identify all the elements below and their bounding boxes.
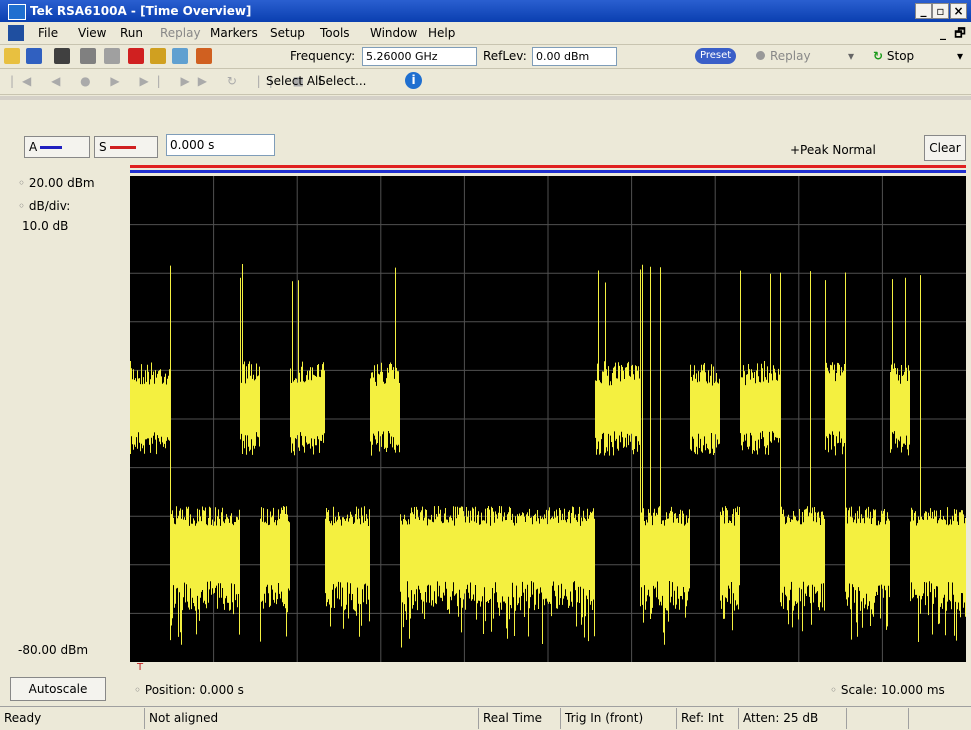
select-all-button[interactable]: Select All (266, 74, 322, 88)
bottom-level: -80.00 dBm (18, 643, 89, 657)
menu-item[interactable]: File (38, 26, 59, 40)
menu-bar: _ 🗗 ✕ File View Run Replay Markers Setup Tools… (0, 22, 971, 45)
status-atten: Atten: 25 dB (738, 708, 843, 729)
mdi-controls[interactable]: _ 🗗 ✕ (940, 26, 971, 40)
toolbar-icon[interactable] (4, 48, 20, 64)
window-title: Tek RSA6100A - [Time Overview] (30, 4, 252, 18)
db-div-text: dB/div: (28, 199, 71, 213)
plot-area (130, 176, 966, 662)
info-icon[interactable]: i (405, 72, 422, 89)
ref-level: ◦ 20.00 dBm (18, 176, 95, 190)
status-bar (0, 706, 971, 730)
stop-text: Stop (886, 49, 915, 63)
frequency-field[interactable]: 5.26000 GHz (362, 47, 477, 66)
toolbar-icon[interactable] (128, 48, 144, 64)
position-label[interactable]: ◦ Position: 0.000 s (134, 683, 244, 697)
menu-item[interactable]: Markers (210, 26, 258, 40)
preset-button[interactable]: Preset (695, 48, 737, 64)
app-icon (8, 3, 26, 20)
red-bar (130, 165, 966, 168)
trigger-marker: T (137, 662, 144, 673)
db-div-label: ◦ dB/div: (18, 199, 71, 213)
trace-display (130, 176, 966, 662)
stop-button[interactable]: ↻ Stop (873, 49, 915, 63)
toolbar-overflow[interactable]: ▾ (957, 49, 964, 63)
detection-label: +Peak Normal (790, 143, 876, 157)
status-ref: Ref: Int (676, 708, 724, 729)
status-mode: Real Time (478, 708, 542, 729)
menu-item[interactable]: Help (428, 26, 456, 40)
select-button[interactable]: Select... (318, 74, 367, 88)
scale-label[interactable]: ◦ Scale: 10.000 ms (830, 683, 945, 697)
menu-item[interactable]: Tools (320, 26, 350, 40)
playback-controls: |◀ ◀ ● ▶ ▶| ▶▶ ↻ || ■ (10, 74, 312, 88)
replay-button[interactable]: Replay (756, 49, 811, 63)
trace-a-text: A (29, 140, 38, 154)
separator (0, 96, 971, 100)
time-field[interactable]: 0.000 s (166, 134, 275, 156)
toolbar-icon[interactable] (196, 48, 212, 64)
dropdown-arrow[interactable]: ▾ (848, 49, 855, 63)
status-ready: Ready (4, 711, 42, 725)
toolbar-icon[interactable] (104, 48, 120, 64)
toolbar-icon[interactable] (26, 48, 42, 64)
menu-icon (8, 25, 24, 41)
menu-item[interactable]: Replay (160, 26, 201, 40)
blue-bar (130, 170, 966, 173)
toolbar-icon[interactable] (150, 48, 166, 64)
toolbar-icon[interactable] (54, 48, 70, 64)
reflev-label: RefLev: (483, 49, 527, 63)
menu-item[interactable]: Window (370, 26, 418, 40)
restore-button[interactable]: ▫ (932, 3, 949, 19)
frequency-label: Frequency: (290, 49, 356, 63)
menu-item[interactable]: Setup (270, 26, 305, 40)
menu-item[interactable]: View (78, 26, 107, 40)
trace-s-text: S (99, 140, 107, 154)
autoscale-button[interactable]: Autoscale (10, 677, 106, 701)
status-empty (908, 708, 971, 729)
status-empty (846, 708, 909, 729)
trace-a-button[interactable]: A (24, 136, 90, 158)
toolbar-icon[interactable] (80, 48, 96, 64)
ref-level-text: 20.00 dBm (28, 176, 95, 190)
menu-item[interactable]: Run (120, 26, 144, 40)
clear-button[interactable]: Clear (924, 135, 966, 161)
status-trigger: Trig In (front) (560, 708, 643, 729)
position-text: Position: 0.000 s (144, 683, 244, 697)
close-button[interactable]: × (950, 3, 967, 19)
reflev-field[interactable]: 0.00 dBm (532, 47, 617, 66)
replay-text: Replay (770, 49, 811, 63)
status-alignment: Not aligned (144, 708, 479, 729)
toolbar-icon[interactable] (172, 48, 188, 64)
trace (130, 264, 966, 648)
toolbar: Frequency: 5.26000 GHz RefLev: 0.00 dBm … (0, 44, 971, 69)
trace-s-button[interactable]: S (94, 136, 158, 158)
toolbar-2: |◀ ◀ ● ▶ ▶| ▶▶ ↻ || ■ Select All Select.… (0, 68, 971, 95)
scale-text: Scale: 10.000 ms (840, 683, 945, 697)
title-bar: Tek RSA6100A - [Time Overview] _ ▫ × (0, 0, 971, 22)
minimize-button[interactable]: _ (915, 3, 932, 19)
db-div-value: 10.0 dB (22, 219, 69, 233)
